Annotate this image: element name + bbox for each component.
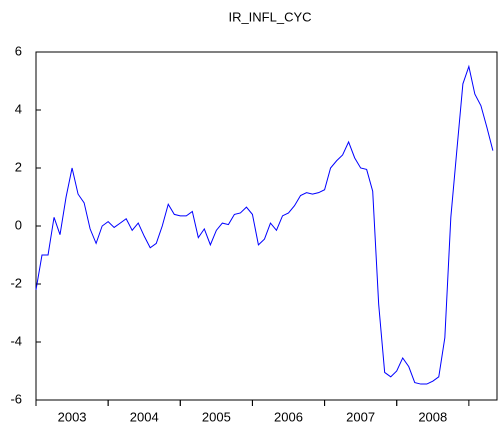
- y-tick-label: -6: [10, 391, 22, 406]
- y-tick-label: 6: [15, 43, 22, 58]
- x-tick-label: 2005: [202, 409, 231, 424]
- x-tick-label: 2003: [58, 409, 87, 424]
- y-tick-label: -4: [10, 333, 22, 348]
- y-tick-label: -2: [10, 275, 22, 290]
- x-tick-label: 2006: [274, 409, 303, 424]
- x-tick-label: 2004: [130, 409, 159, 424]
- data-line: [35, 64, 494, 385]
- y-tick-label: 2: [15, 159, 22, 174]
- x-tick-label: 2008: [418, 409, 447, 424]
- x-tick-label: 2007: [346, 409, 375, 424]
- plot-frame: [35, 51, 498, 401]
- chart-title: IR_INFL_CYC: [228, 9, 311, 24]
- y-tick-label: 4: [15, 101, 22, 116]
- y-tick-label: 0: [15, 217, 22, 232]
